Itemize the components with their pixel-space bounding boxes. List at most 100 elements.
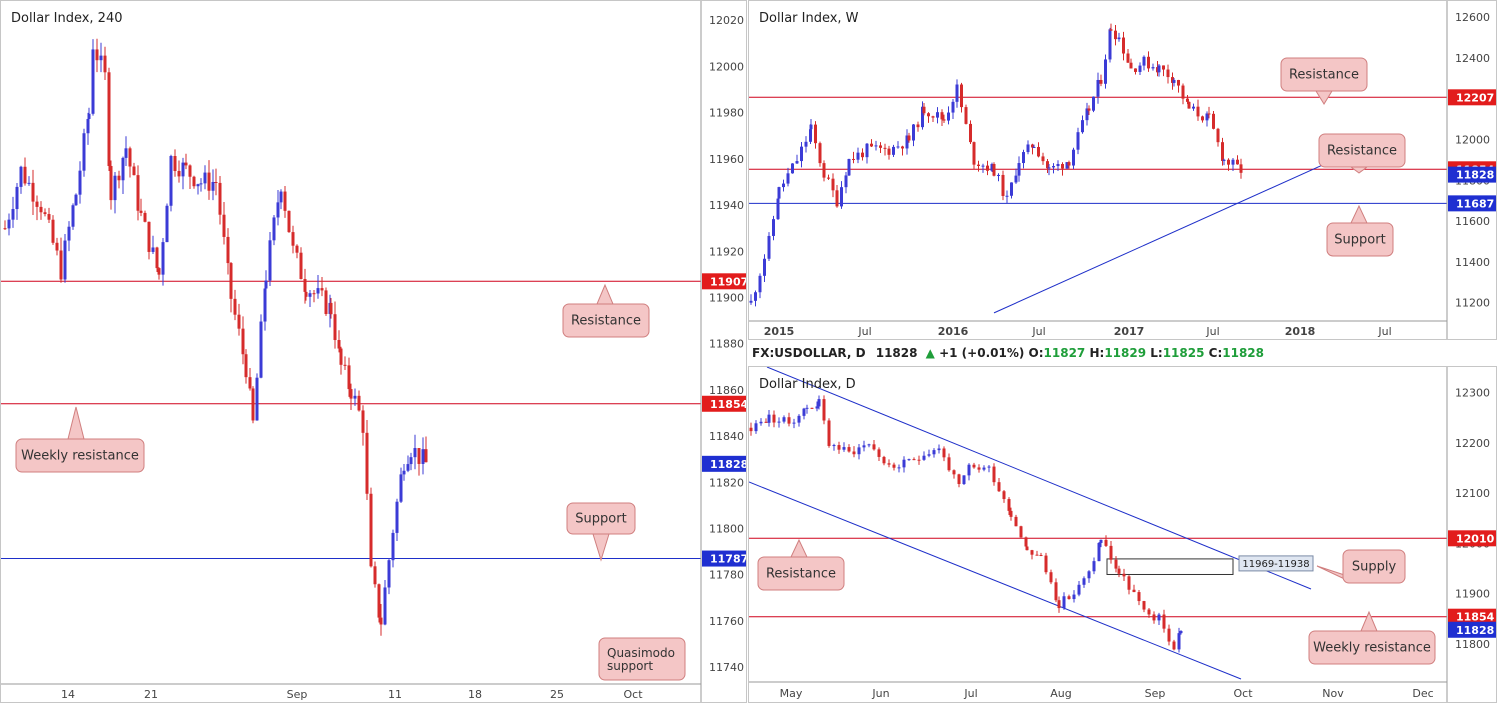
- h4-candle: [109, 166, 113, 201]
- daily-y-tick-label: 12200: [1455, 437, 1490, 450]
- daily-candle: [1122, 573, 1126, 577]
- weekly-candle: [1192, 106, 1195, 109]
- weekly-candle: [767, 235, 771, 259]
- weekly-candle: [1061, 164, 1064, 169]
- daily-candle: [749, 427, 753, 432]
- h4-y-tick-label: 11760: [709, 615, 744, 628]
- close-value: 11828: [1222, 346, 1264, 360]
- daily-candle: [822, 399, 826, 421]
- h4-candle: [373, 566, 377, 585]
- daily-candle: [997, 482, 1001, 492]
- weekly-candle: [1067, 162, 1071, 166]
- daily-resistance-callout-box: [757, 556, 845, 591]
- daily-y-tick-label: 12300: [1455, 387, 1490, 400]
- h4-candle: [27, 182, 31, 184]
- weekly-candle: [1126, 53, 1130, 63]
- weekly-candle: [822, 163, 826, 178]
- h4-price-tag: [702, 395, 746, 412]
- daily-x-tick-label: Dec: [1412, 687, 1433, 700]
- weekly-candle: [791, 163, 794, 174]
- daily-x-tick-label: Jul: [963, 687, 977, 700]
- weekly-candle: [1227, 159, 1230, 165]
- daily-candle: [1030, 550, 1034, 555]
- weekly-x-tick-label: 2015: [764, 325, 795, 338]
- h4-candle: [139, 210, 143, 213]
- weekly-candle: [758, 275, 762, 293]
- h4-y-tick-label: 11740: [709, 661, 744, 674]
- weekly-candle: [986, 165, 989, 171]
- h4-candle: [248, 377, 252, 389]
- h4-candle: [295, 245, 299, 253]
- h4-candle: [353, 395, 357, 399]
- daily-price-tag-label: 11854: [1456, 611, 1495, 624]
- h4-candle: [303, 278, 307, 292]
- h4-candle: [71, 205, 75, 227]
- daily-candle: [797, 415, 801, 423]
- weekly-resistance-trend-callout-pointer: [1349, 166, 1369, 174]
- daily-candle: [842, 447, 846, 450]
- h4-candle: [203, 172, 207, 184]
- h4-candle: [207, 172, 211, 191]
- h4-candle: [177, 170, 181, 177]
- h4-y-tick-label: 11780: [709, 569, 744, 582]
- h4-candle: [59, 250, 63, 280]
- h4-candle: [391, 532, 395, 561]
- daily-candle: [872, 444, 876, 450]
- h4-candle: [132, 166, 136, 176]
- weekly-y-tick-label: 12400: [1455, 52, 1490, 65]
- h4-x-tick-label: 11: [388, 688, 402, 701]
- weekly-support-callout-label: Support: [1334, 233, 1385, 248]
- weekly-candle: [847, 158, 851, 176]
- h4-y-tick-label: 11860: [709, 384, 744, 397]
- supply-zone-box: [1106, 558, 1234, 575]
- weekly-candle: [1181, 85, 1185, 99]
- daily-chart-panel[interactable]: Dollar Index, D 11969-11938 12300 12200 121…: [748, 366, 1497, 703]
- h4-candle: [279, 191, 283, 203]
- weekly-candle: [1239, 164, 1243, 173]
- weekly-candle: [972, 142, 976, 165]
- weekly-candle: [921, 106, 924, 128]
- daily-price-tag: [1448, 608, 1496, 625]
- h4-resistance-callout-box: [562, 303, 650, 338]
- h4-weekly-resistance-callout-label: Weekly resistance: [21, 449, 139, 464]
- weekly-candle: [809, 124, 813, 130]
- h4-candle: [63, 240, 67, 280]
- weekly-x-tick-label: Jul: [1205, 325, 1219, 338]
- h4-chart[interactable]: 12020 12000 11980 11960 11940 11920 11900 11880…: [1, 1, 746, 702]
- weekly-chart-panel[interactable]: Dollar Index, W 126001240012200120001180…: [748, 0, 1497, 340]
- weekly-candle: [1114, 30, 1117, 40]
- daily-candle: [1014, 516, 1018, 527]
- h4-support-callout-box: [566, 502, 636, 535]
- h4-y-tick-label: 11960: [709, 153, 744, 166]
- daily-chart-title: Dollar Index, D: [759, 377, 856, 392]
- h4-candle: [19, 166, 23, 187]
- h4-candle: [402, 470, 406, 475]
- daily-weekly-resistance-callout-label: Weekly resistance: [1313, 641, 1431, 656]
- weekly-candle: [804, 141, 808, 147]
- h4-candle: [357, 395, 361, 411]
- h4-candle: [67, 226, 71, 241]
- weekly-candle: [901, 146, 904, 149]
- weekly-candle: [990, 164, 994, 171]
- weekly-candle: [1092, 96, 1095, 111]
- h4-price-tag: [702, 550, 746, 567]
- weekly-candle: [1041, 156, 1045, 162]
- h4-candle: [421, 449, 425, 464]
- daily-candle: [1179, 631, 1183, 634]
- daily-chart[interactable]: 11969-1193812300122001210012000119001180…: [749, 367, 1496, 702]
- weekly-chart[interactable]: 1260012400122001200011800116001140011200…: [749, 1, 1496, 339]
- daily-candles: [749, 395, 1183, 653]
- daily-candle: [867, 444, 871, 446]
- h4-candle: [222, 214, 226, 237]
- h4-candle: [304, 291, 308, 297]
- weekly-candle: [1031, 144, 1034, 148]
- daily-candle: [1054, 582, 1058, 601]
- daily-candle: [972, 464, 976, 468]
- h4-candle: [103, 55, 107, 73]
- weekly-candle: [1196, 106, 1200, 117]
- daily-candle: [1177, 633, 1181, 650]
- h4-chart-panel[interactable]: Dollar Index, 240 12020 12000 11980 11960 11…: [0, 0, 747, 703]
- weekly-candle: [955, 84, 959, 102]
- daily-y-tick-label: 11800: [1455, 638, 1490, 651]
- h4-candle: [169, 155, 173, 206]
